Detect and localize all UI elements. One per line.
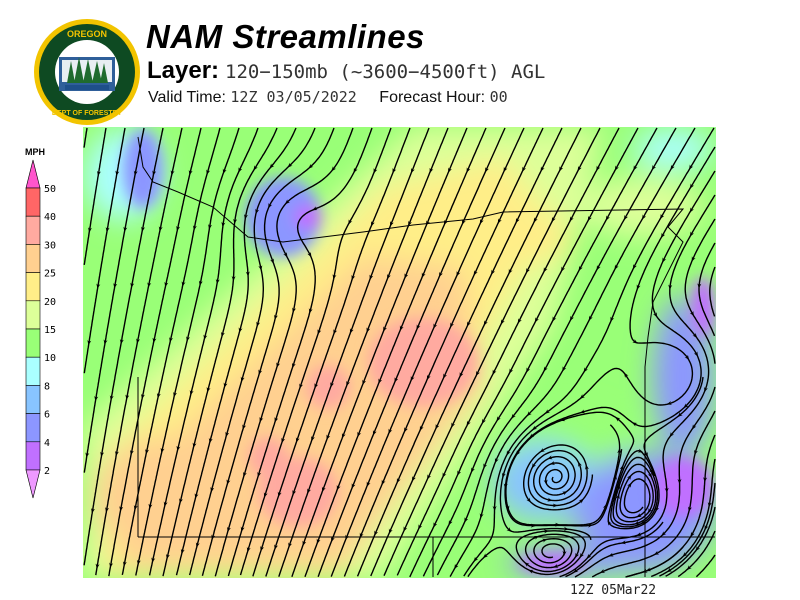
streamline [677,530,716,578]
svg-text:OREGON: OREGON [67,29,107,39]
streamline [135,127,240,576]
legend-band-below-2 [25,469,41,499]
streamline [559,194,716,578]
streamline [83,127,107,266]
streamline [698,242,716,337]
legend-band-30_40 [25,215,41,245]
streamline [343,127,544,577]
streamline [505,376,704,530]
streamline [659,482,716,577]
oregon-department-of-forestry-logo: OREGON DEPT OF FORESTRY [34,19,140,125]
streamline [356,127,563,577]
layer-value: 120−150mb (~3600−4500ft) AGL [225,61,546,83]
svg-text:DEPT OF FORESTRY: DEPT OF FORESTRY [52,110,122,117]
legend-label: 40 [44,212,56,223]
streamline [436,127,677,576]
streamline [175,127,297,576]
streamline [227,127,373,577]
legend-band-10_15 [25,328,41,358]
streamline [591,410,716,578]
streamline [317,127,506,577]
legend-label: 20 [44,297,56,308]
streamline [523,444,594,511]
streamline [83,127,126,374]
streamline [201,127,335,576]
legend-label: 25 [44,269,56,280]
streamline [214,127,354,577]
streamline [83,127,164,566]
streamline [709,266,716,317]
streamline [278,127,449,577]
streamline [83,127,88,148]
streamline [625,546,684,578]
streamline [370,127,582,577]
streamline [565,521,664,578]
streamlines [83,127,716,578]
streamline-map [83,127,716,578]
legend-band-15_20 [25,300,41,330]
legend-label: 30 [44,240,56,251]
streamline [239,127,392,576]
legend-band-2_4 [25,441,41,471]
legend-label: 6 [44,410,50,421]
streamline [684,218,716,364]
legend-label: 50 [44,184,56,195]
legend-band-20_25 [25,272,41,302]
streamline [291,127,468,578]
streamline [330,127,525,577]
legend-band-above-50 [25,159,41,189]
legend-band-8_10 [25,356,41,386]
streamline [409,127,639,578]
valid-time-value: 12Z 03/05/2022 [230,88,357,106]
legend-label: 2 [44,466,50,477]
forecast-hour-label: Forecast Hour: [379,89,486,106]
streamline [463,127,715,577]
streamline [83,127,145,473]
page-title: NAM Streamlines [146,18,425,55]
valid-time-info: Valid Time: 12Z 03/05/2022 Forecast Hour… [148,88,508,107]
streamline [383,127,601,576]
map-timestamp: 12Z 05Mar22 [570,583,657,598]
legend-label: 10 [44,353,56,364]
forecast-hour-value: 00 [489,88,508,106]
streamline [396,127,620,576]
legend-band-6_8 [25,385,41,414]
streamline [148,127,259,576]
streamline [265,127,430,577]
streamline [422,127,658,577]
streamline [304,127,487,578]
legend-band-40_50 [25,187,41,217]
legend-label: 4 [44,438,50,449]
wind-speed-legend: MPH 50 40 30 25 20 15 10 8 6 4 2 [25,147,56,499]
layer-label: Layer: [147,57,220,84]
legend-unit: MPH [25,147,45,157]
streamline [95,127,183,576]
streamline [467,530,587,578]
streamline [650,458,716,578]
layer-info: Layer: 120−150mb (~3600−4500ft) AGL [147,57,545,85]
streamline [695,554,716,578]
streamline [252,127,411,577]
legend-label: 8 [44,381,50,392]
streamline [610,449,659,528]
streamline [121,127,221,576]
legend-label: 15 [44,325,56,336]
streamline [499,146,716,541]
streamline [449,127,696,577]
streamline [108,127,202,577]
valid-time-label: Valid Time: [148,89,226,106]
streamline [188,127,316,576]
legend-band-25_30 [25,244,41,273]
legend-band-4_6 [25,413,41,443]
state-borders [137,136,715,577]
